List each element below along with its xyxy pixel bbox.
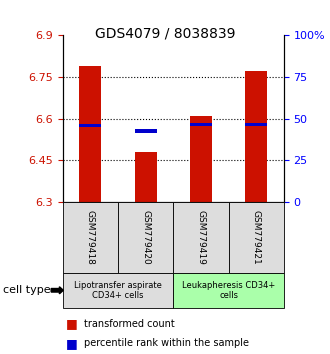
Bar <box>245 123 267 126</box>
Bar <box>135 152 157 202</box>
Text: GSM779420: GSM779420 <box>141 210 150 264</box>
Bar <box>245 72 267 202</box>
Text: transformed count: transformed count <box>84 319 175 329</box>
Text: percentile rank within the sample: percentile rank within the sample <box>84 338 249 348</box>
Text: Lipotransfer aspirate
CD34+ cells: Lipotransfer aspirate CD34+ cells <box>74 281 162 300</box>
Text: ■: ■ <box>66 337 78 350</box>
Text: Leukapheresis CD34+
cells: Leukapheresis CD34+ cells <box>182 281 275 300</box>
Bar <box>79 124 101 127</box>
Bar <box>190 123 212 126</box>
Text: cell type: cell type <box>3 285 51 295</box>
Text: GDS4079 / 8038839: GDS4079 / 8038839 <box>95 27 235 41</box>
Bar <box>135 129 157 133</box>
Text: ■: ■ <box>66 318 78 330</box>
Text: GSM779419: GSM779419 <box>196 210 205 265</box>
Text: GSM779418: GSM779418 <box>86 210 95 265</box>
Bar <box>79 66 101 202</box>
Bar <box>190 116 212 202</box>
Text: GSM779421: GSM779421 <box>252 210 261 264</box>
